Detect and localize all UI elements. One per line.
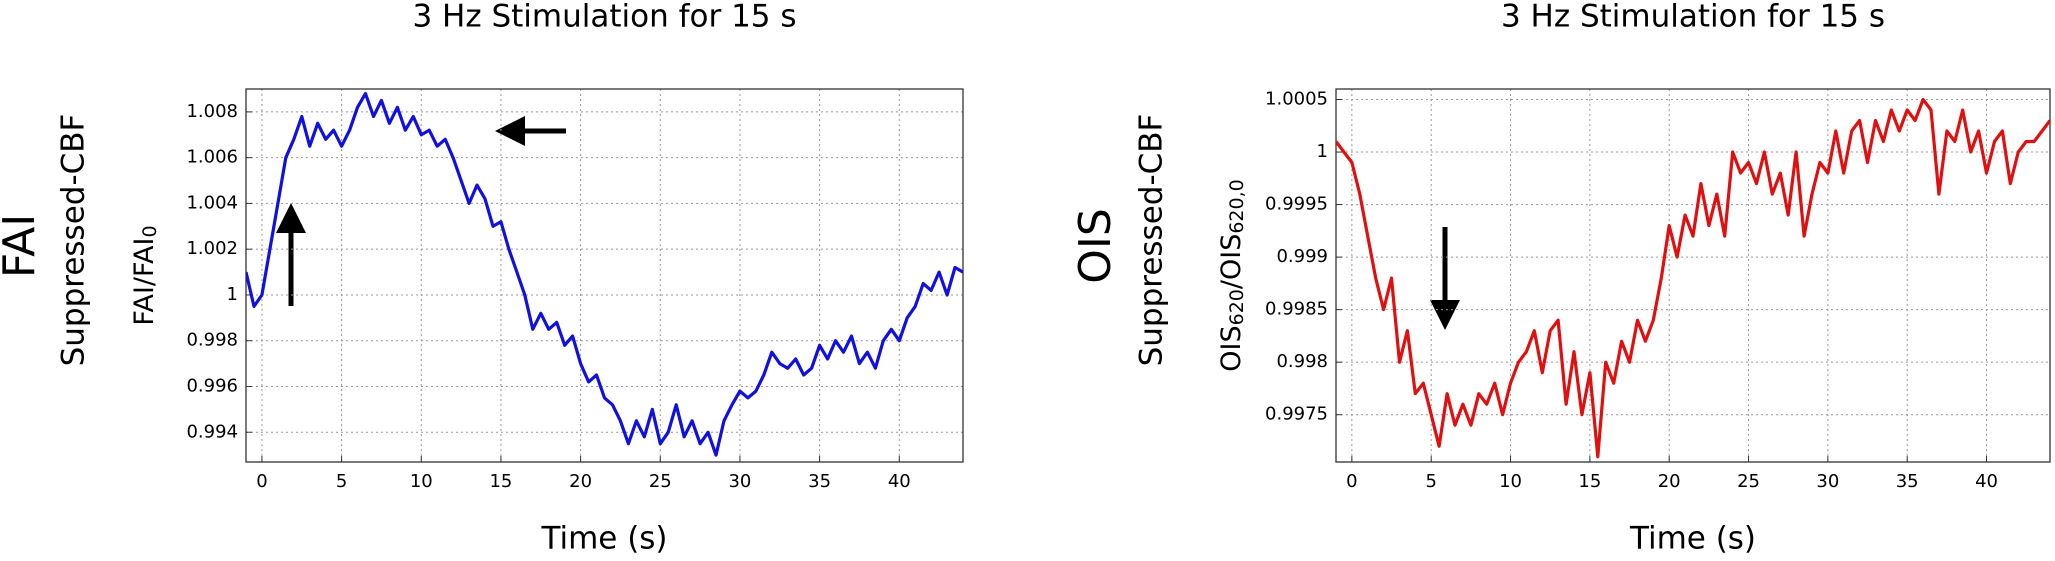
x-tick-label: 20: [1658, 471, 1681, 492]
condition-label: Suppressed-CBF: [1134, 114, 1170, 367]
y-label-text: OIS: [1216, 325, 1247, 371]
x-tick-label: 15: [489, 471, 512, 492]
data-line: [1336, 97, 2050, 459]
x-tick-label: 10: [410, 471, 433, 492]
modality-label: FAI: [0, 214, 45, 278]
plot-frame: [245, 88, 964, 463]
y-tick-label: 0.994: [186, 421, 238, 442]
plot-frame: [1335, 88, 2051, 463]
x-tick-label: 25: [649, 471, 672, 492]
x-tick-label: 15: [1578, 471, 1601, 492]
y-tick-label: 1: [1317, 141, 1328, 162]
y-label-subscript: 620,0: [1226, 179, 1248, 233]
data-line: [246, 92, 963, 457]
y-label-subscript: 0: [139, 225, 161, 237]
arrows: [276, 116, 1460, 330]
x-tick-label: 30: [728, 471, 751, 492]
y-tick-label: 1.006: [186, 147, 238, 168]
x-tick-label: 20: [569, 471, 592, 492]
chart: 3 Hz Stimulation for 15 s0 5 10 15 20 25 30 35 4…: [0, 0, 964, 557]
y-tick-label: 0.996: [186, 375, 238, 396]
chart: 3 Hz Stimulation for 15 s 0 5 10 15 20 25 30 35 4…: [1070, 0, 2051, 557]
x-tick-label: 35: [1896, 471, 1919, 492]
x-tick-label: 40: [1975, 471, 1998, 492]
y-tick-label: 0.999: [1276, 246, 1328, 267]
y-tick-label: 1.004: [186, 192, 238, 213]
y-tick-label: 0.9985: [1265, 299, 1328, 320]
chart-title: 3 Hz Stimulation for 15 s: [1501, 0, 1885, 35]
y-axis-label: FAI/FAI0: [129, 225, 162, 325]
chart-title: 3 Hz Stimulation for 15 s: [412, 0, 796, 35]
x-tick-label: 0: [256, 471, 267, 492]
y-label-subscript: 620: [1226, 289, 1248, 325]
x-tick-label: 0: [1346, 471, 1357, 492]
x-tick-label: 25: [1737, 471, 1760, 492]
y-tick-label: 0.9995: [1265, 194, 1328, 215]
y-axis-label: OIS620/OIS620,0: [1216, 179, 1249, 371]
x-tick-label: 35: [808, 471, 831, 492]
x-tick-label: 5: [1425, 471, 1436, 492]
x-tick-label: 30: [1816, 471, 1839, 492]
y-tick-label: 1.0005: [1265, 89, 1328, 110]
y-tick-label: 1.002: [186, 238, 238, 259]
y-tick-label: 1: [227, 284, 238, 305]
y-tick-label: 0.998: [186, 330, 238, 351]
y-tick-label: 1.008: [186, 101, 238, 122]
condition-label: Suppressed-CBF: [56, 114, 92, 367]
y-tick-label: 0.998: [1276, 351, 1328, 372]
y-label-text: FAI/FAI: [129, 238, 160, 326]
x-axis-label: Time (s): [540, 521, 667, 557]
x-tick-label: 40: [888, 471, 911, 492]
x-tick-label: 5: [336, 471, 347, 492]
x-tick-label: 10: [1499, 471, 1522, 492]
y-tick-label: 0.9975: [1265, 404, 1328, 425]
y-label-text: /OIS: [1216, 234, 1247, 289]
x-axis-label: Time (s): [1629, 521, 1756, 557]
modality-label: OIS: [1070, 208, 1121, 284]
